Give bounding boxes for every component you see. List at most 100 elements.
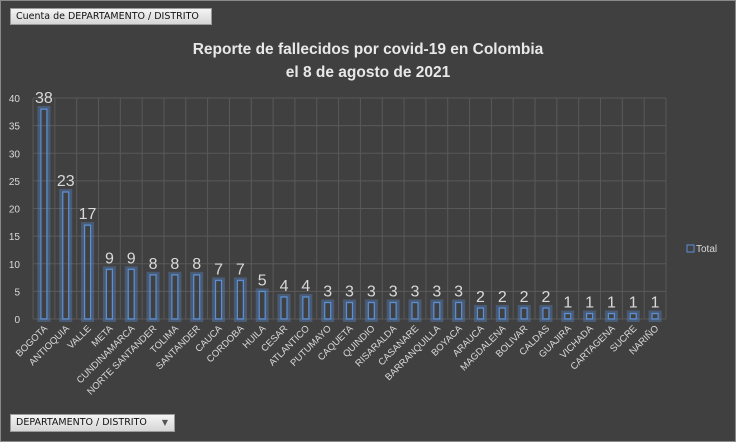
data-label: 2 <box>498 289 507 306</box>
data-label: 3 <box>345 283 354 300</box>
bar-glow <box>146 271 160 322</box>
bar <box>564 312 572 320</box>
data-label: 17 <box>79 206 97 223</box>
bar-glow <box>626 310 640 323</box>
value-field-button[interactable]: Cuenta de DEPARTAMENTO / DISTRITO <box>10 8 212 25</box>
data-label: 3 <box>389 283 398 300</box>
data-label: 3 <box>411 283 420 300</box>
y-tick-label: 30 <box>9 149 21 160</box>
y-tick-label: 20 <box>9 205 21 216</box>
y-tick-label: 10 <box>9 260 21 271</box>
bar-glow <box>583 310 597 323</box>
bar-glow <box>604 310 618 323</box>
bar <box>367 301 375 320</box>
bar <box>586 312 594 320</box>
data-label: 3 <box>454 283 463 300</box>
data-label: 1 <box>629 294 638 311</box>
y-tick-label: 0 <box>14 315 20 326</box>
data-label: 7 <box>214 261 223 278</box>
bar-glow <box>277 293 291 322</box>
bar-glow <box>255 288 269 322</box>
legend: Total <box>686 244 717 255</box>
data-label: 4 <box>280 278 289 295</box>
bar-glow <box>386 299 400 322</box>
bar <box>476 307 485 320</box>
bar-glow <box>190 271 204 322</box>
bar <box>302 296 310 320</box>
bar-glow <box>452 299 466 322</box>
bar-glow <box>364 299 378 322</box>
bar-glow <box>561 310 575 323</box>
x-tick-label: VALLE <box>65 323 93 351</box>
bar <box>105 268 113 320</box>
bar <box>214 279 223 320</box>
bar <box>345 301 354 320</box>
bar-glow <box>299 293 313 322</box>
bar <box>83 224 92 320</box>
data-label: 9 <box>105 250 114 267</box>
data-label: 1 <box>651 294 660 311</box>
bar-glow <box>495 304 509 323</box>
bar <box>389 301 397 320</box>
bar <box>236 279 244 320</box>
bar-glow <box>124 266 138 322</box>
y-tick-label: 5 <box>14 287 20 298</box>
bar-glow <box>102 266 116 322</box>
bar <box>542 307 550 320</box>
bar <box>411 301 419 320</box>
data-label: 8 <box>170 256 179 273</box>
bar <box>171 274 179 320</box>
bar <box>433 301 441 320</box>
bar-glow <box>517 304 531 323</box>
bar <box>629 312 637 320</box>
data-label: 4 <box>301 278 310 295</box>
data-label: 2 <box>541 289 550 306</box>
data-label: 3 <box>323 283 332 300</box>
dropdown-arrow-icon[interactable]: ▼ <box>161 418 168 427</box>
bar-glow <box>648 310 662 323</box>
data-label: 38 <box>35 90 53 107</box>
bar <box>62 191 70 320</box>
data-label: 8 <box>149 256 158 273</box>
bar-glow <box>343 299 356 322</box>
bar <box>324 301 332 320</box>
bar-glow <box>168 271 182 322</box>
bar <box>193 274 201 320</box>
bar <box>607 312 616 320</box>
data-label: 23 <box>57 173 75 190</box>
data-label: 9 <box>127 250 136 267</box>
bar <box>149 274 157 320</box>
data-label: 1 <box>563 294 572 311</box>
data-label: 2 <box>476 289 485 306</box>
bar <box>127 268 135 320</box>
data-label: 1 <box>585 294 594 311</box>
chart-title-line-1: Reporte de fallecidos por covid-19 en Co… <box>193 41 544 58</box>
bar-glow <box>212 277 226 323</box>
data-label: 1 <box>607 294 616 311</box>
bar <box>40 108 48 320</box>
bar <box>258 290 266 320</box>
axis-field-button[interactable]: DEPARTAMENTO / DISTRITO ▼ <box>10 414 175 432</box>
bar <box>651 312 659 320</box>
bar-glow <box>321 299 335 322</box>
legend-swatch <box>686 244 695 253</box>
y-tick-label: 25 <box>9 177 21 188</box>
y-tick-label: 40 <box>9 94 21 105</box>
data-label: 5 <box>258 272 267 289</box>
y-tick-label: 15 <box>9 232 21 243</box>
bar <box>455 301 463 320</box>
legend-label: Total <box>696 244 717 255</box>
axis-field-label: DEPARTAMENTO / DISTRITO <box>16 417 147 428</box>
bar-glow <box>37 106 51 322</box>
data-label: 3 <box>367 283 376 300</box>
bar-glow <box>473 304 487 323</box>
chart-title-line-2: el 8 de agosto de 2021 <box>286 64 451 81</box>
bar-glow <box>233 277 247 323</box>
bar <box>280 296 288 320</box>
bar <box>498 307 506 320</box>
bar-glow <box>408 299 422 322</box>
data-label: 7 <box>236 261 245 278</box>
bar <box>520 307 528 320</box>
bar-glow <box>81 222 95 322</box>
